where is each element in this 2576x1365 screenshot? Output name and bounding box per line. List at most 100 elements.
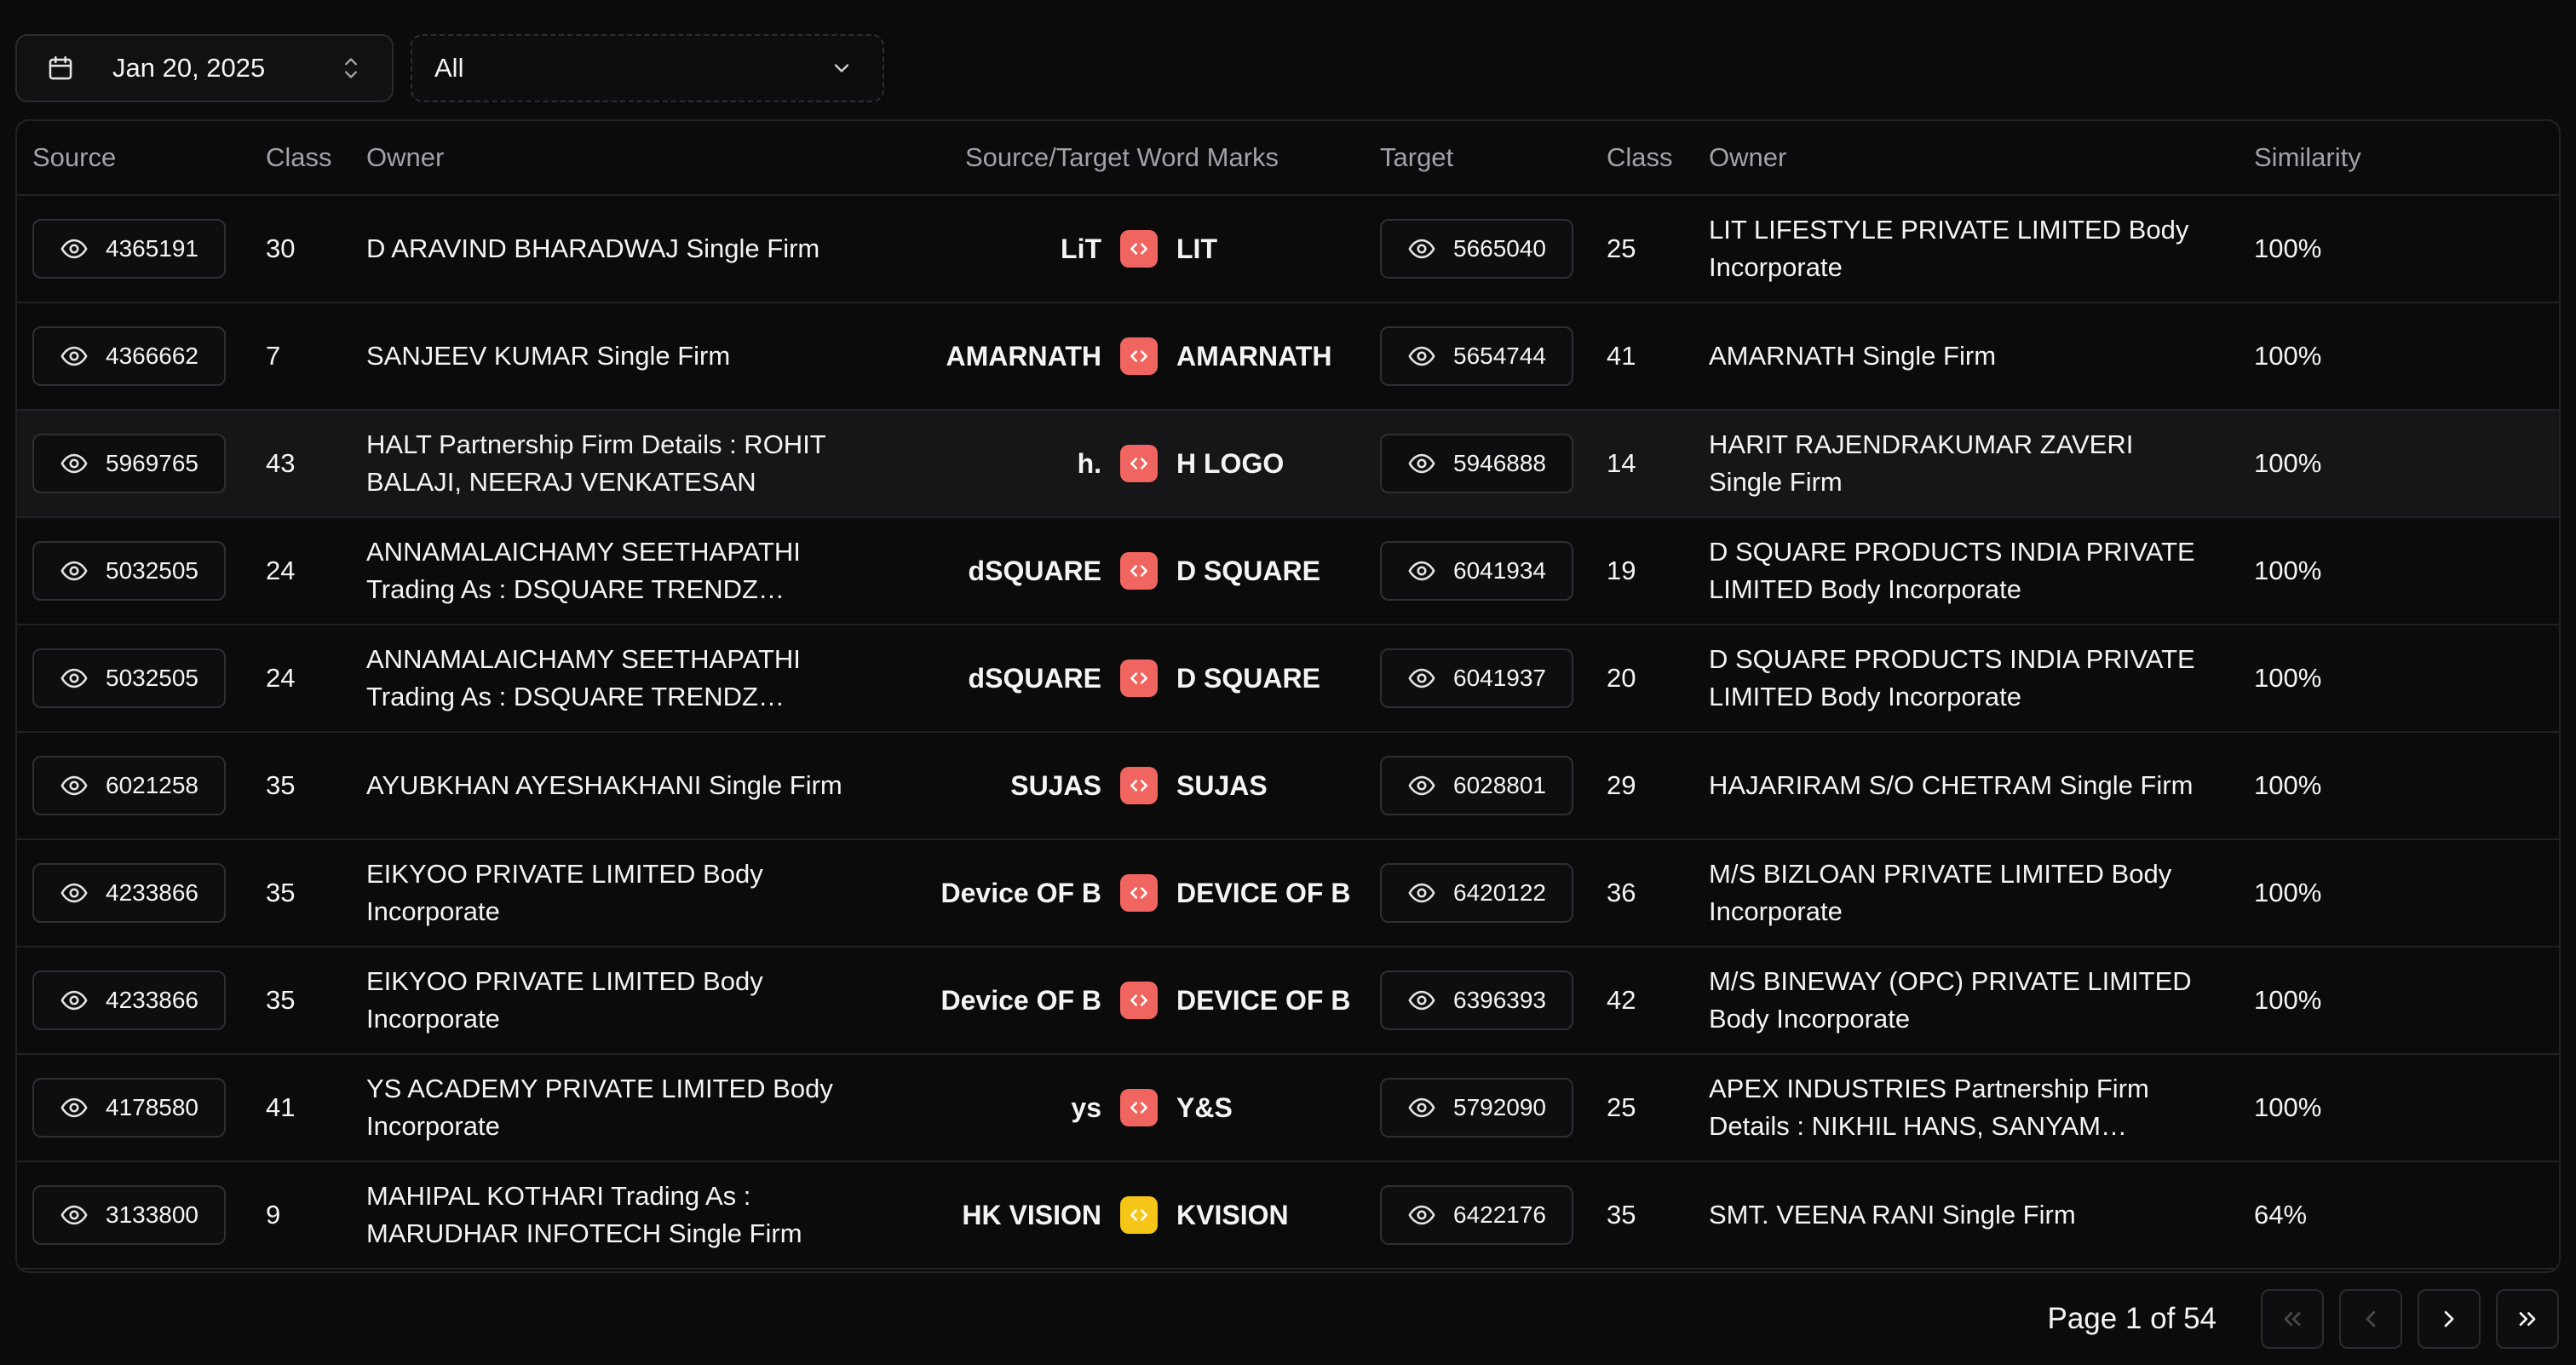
similarity-indicator[interactable] (1120, 230, 1158, 268)
source-id: 6021258 (106, 772, 199, 798)
similarity-indicator[interactable] (1120, 1196, 1158, 1234)
target-id: 6041934 (1453, 557, 1547, 584)
similarity: 100% (2254, 985, 2322, 1015)
header-class[interactable]: Class (266, 142, 332, 172)
prev-page-button[interactable] (2339, 1289, 2402, 1349)
similarity-indicator[interactable] (1120, 767, 1158, 804)
view-source-button[interactable]: 4365191 (32, 219, 227, 279)
target-id: 5665040 (1453, 235, 1547, 262)
word-marks: dSQUARE D SQUARE (913, 552, 1365, 590)
target-class: 25 (1607, 233, 1636, 263)
target-owner: M/S BIZLOAN PRIVATE LIMITED Body Incorpo… (1693, 855, 2239, 930)
chevrons-right-icon (2519, 1312, 2536, 1326)
target-owner: AMARNATH Single Firm (1693, 337, 2239, 375)
code-compare-icon (1130, 994, 1147, 1006)
view-target-button[interactable]: 6396393 (1380, 970, 1574, 1030)
header-owner[interactable]: Owner (366, 142, 445, 172)
view-target-button[interactable]: 5792090 (1380, 1078, 1574, 1138)
source-owner-text: ANNAMALAICHAMY SEETHAPATHI Trading As : … (366, 537, 801, 604)
table-row[interactable]: 5969765 43 HALT Partnership Firm Details :… (17, 411, 2559, 518)
target-cell: 6396393 (1365, 970, 1591, 1030)
similarity-indicator[interactable] (1120, 445, 1158, 482)
eye-icon (1408, 775, 1435, 796)
view-target-button[interactable]: 6041934 (1380, 541, 1574, 601)
view-source-button[interactable]: 4366662 (32, 326, 227, 386)
next-page-button[interactable] (2418, 1289, 2481, 1349)
filter-select[interactable]: All (411, 34, 884, 102)
source-class: 43 (266, 448, 296, 478)
view-source-button[interactable]: 4233866 (32, 863, 227, 923)
view-source-button[interactable]: 4178580 (32, 1078, 227, 1138)
similarity-indicator[interactable] (1120, 874, 1158, 912)
view-source-button[interactable]: 4233866 (32, 970, 227, 1030)
target-mark: Y&S (1176, 1092, 1233, 1123)
header-target[interactable]: Target (1380, 142, 1454, 172)
similarity-indicator[interactable] (1120, 552, 1158, 590)
target-owner-text: M/S BIZLOAN PRIVATE LIMITED Body Incorpo… (1709, 859, 2172, 926)
view-source-button[interactable]: 5032505 (32, 541, 227, 601)
table-row[interactable]: 4365191 30 D ARAVIND BHARADWAJ Single Firm… (17, 196, 2559, 303)
source-id: 5032505 (106, 665, 199, 691)
eye-icon (60, 346, 88, 366)
source-id: 4178580 (106, 1094, 199, 1120)
table-row[interactable]: 3133800 9 MAHIPAL KOTHARI Trading As : MAR… (17, 1162, 2559, 1270)
eye-icon (1408, 1205, 1435, 1225)
header-target-owner[interactable]: Owner (1709, 142, 1787, 172)
table-row[interactable]: 4233866 35 EIKYOO PRIVATE LIMITED Body Inc… (17, 947, 2559, 1055)
chevron-up-down-icon (345, 58, 357, 78)
table-row[interactable]: 4178580 41 YS ACADEMY PRIVATE LIMITED Body… (17, 1055, 2559, 1162)
target-owner: APEX INDUSTRIES Partnership Firm Details… (1693, 1070, 2239, 1145)
view-target-button[interactable]: 6028801 (1380, 756, 1574, 815)
table-row[interactable]: 5032505 24 ANNAMALAICHAMY SEETHAPATHI Trad… (17, 625, 2559, 733)
table-body: 4365191 30 D ARAVIND BHARADWAJ Single Firm… (17, 196, 2559, 1271)
view-target-button[interactable]: 6420122 (1380, 863, 1574, 923)
header-source[interactable]: Source (32, 142, 117, 172)
view-target-button[interactable]: 5654744 (1380, 326, 1574, 386)
similarity: 100% (2254, 233, 2322, 263)
source-id: 4233866 (106, 879, 199, 906)
similarity-indicator[interactable] (1120, 659, 1158, 697)
view-source-button[interactable]: 5969765 (32, 434, 227, 493)
header-similarity[interactable]: Similarity (2254, 142, 2361, 172)
last-page-button[interactable] (2496, 1289, 2559, 1349)
source-owner-text: HALT Partnership Firm Details : ROHIT BA… (366, 429, 826, 497)
similarity-indicator[interactable] (1120, 982, 1158, 1019)
view-source-button[interactable]: 3133800 (32, 1185, 227, 1245)
target-owner-text: HAJARIRAM S/O CHETRAM Single Firm (1709, 770, 2194, 800)
target-cell: 6041934 (1365, 541, 1591, 601)
first-page-button[interactable] (2261, 1289, 2324, 1349)
target-owner-text: HARIT RAJENDRAKUMAR ZAVERI Single Firm (1709, 429, 2134, 497)
view-target-button[interactable]: 6041937 (1380, 648, 1574, 708)
eye-icon (1408, 668, 1435, 688)
source-mark: h. (1077, 448, 1101, 479)
source-id: 4365191 (106, 235, 199, 262)
table-row[interactable]: 5032505 24 ANNAMALAICHAMY SEETHAPATHI Trad… (17, 518, 2559, 625)
similarity-indicator[interactable] (1120, 337, 1158, 375)
eye-icon (60, 239, 88, 259)
header-word-marks[interactable]: Source/Target Word Marks (964, 142, 1279, 172)
view-target-button[interactable]: 5946888 (1380, 434, 1574, 493)
view-source-button[interactable]: 5032505 (32, 648, 227, 708)
code-compare-icon (1130, 672, 1147, 684)
table-row[interactable]: 4233866 35 EIKYOO PRIVATE LIMITED Body Inc… (17, 840, 2559, 947)
similarity-indicator[interactable] (1120, 1089, 1158, 1126)
view-source-button[interactable]: 6021258 (32, 756, 227, 815)
source-class: 24 (266, 556, 296, 585)
eye-icon (1408, 883, 1435, 903)
source-mark: ys (1071, 1092, 1101, 1123)
date-picker[interactable]: Jan 20, 2025 (15, 34, 394, 102)
eye-icon (60, 775, 88, 796)
table-row[interactable]: 6021258 35 AYUBKHAN AYESHAKHANI Single Fir… (17, 733, 2559, 840)
source-owner: YS ACADEMY PRIVATE LIMITED Body Incorpor… (351, 1070, 913, 1145)
source-id: 4366662 (106, 343, 199, 369)
target-owner-text: LIT LIFESTYLE PRIVATE LIMITED Body Incor… (1709, 215, 2189, 282)
source-mark: AMARNATH (946, 341, 1101, 371)
target-mark: LIT (1176, 233, 1217, 264)
header-target-class[interactable]: Class (1607, 142, 1673, 172)
view-target-button[interactable]: 5665040 (1380, 219, 1574, 279)
similarity: 100% (2254, 341, 2322, 371)
target-id: 6028801 (1453, 772, 1547, 798)
table-row[interactable]: 4366662 7 SANJEEV KUMAR Single Firm AMARNAT… (17, 303, 2559, 411)
view-target-button[interactable]: 6422176 (1380, 1185, 1574, 1245)
eye-icon (60, 883, 88, 903)
